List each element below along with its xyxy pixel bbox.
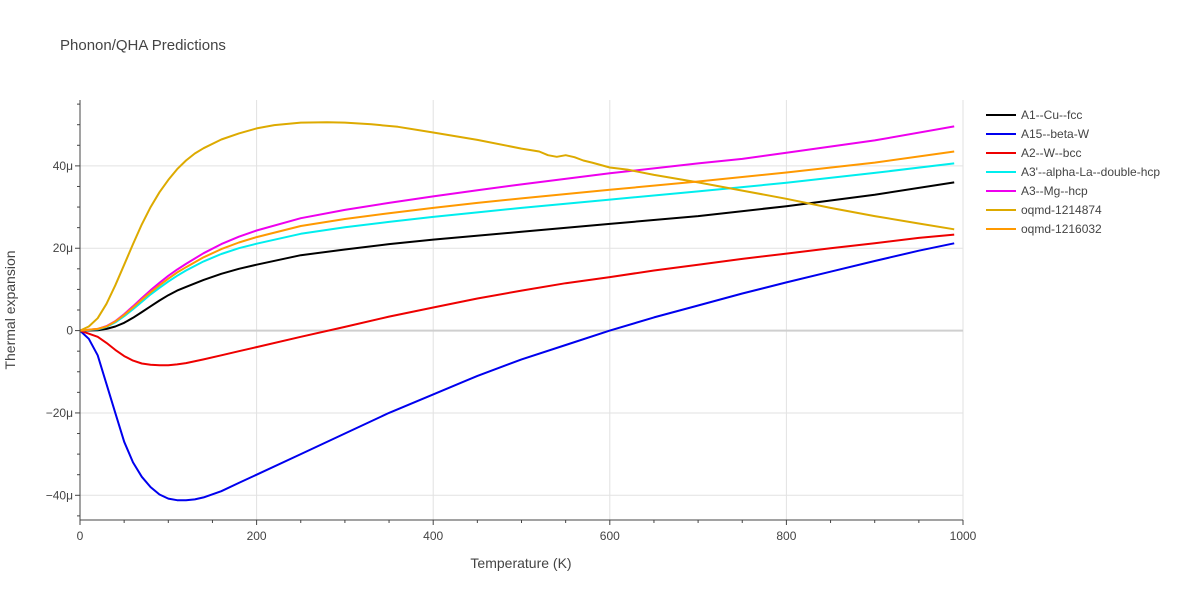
x-tick-label: 0 — [77, 529, 84, 543]
series-line-1[interactable] — [79, 242, 955, 502]
legend-label: A15--beta-W — [1021, 127, 1090, 141]
y-tick-label: 40μ — [53, 159, 73, 173]
series-group — [79, 121, 955, 502]
legend-item[interactable]: A1--Cu--fcc — [986, 108, 1082, 122]
x-axis-ticks: 0 200 400 600 800 1000 — [77, 529, 977, 543]
series-line-3[interactable] — [79, 162, 955, 332]
legend-label: oqmd-1216032 — [1021, 222, 1102, 236]
series-line-4[interactable] — [79, 125, 955, 332]
legend-item[interactable]: oqmd-1216032 — [986, 222, 1102, 236]
series-line-5[interactable] — [79, 121, 955, 332]
legend-label: A2--W--bcc — [1021, 146, 1081, 160]
x-tick-label: 800 — [776, 529, 796, 543]
legend-label: oqmd-1214874 — [1021, 203, 1102, 217]
legend-item[interactable]: A2--W--bcc — [986, 146, 1081, 160]
legend[interactable]: A1--Cu--fcc A15--beta-W A2--W--bcc A3'--alp… — [986, 108, 1160, 236]
grid-lines — [80, 100, 964, 520]
x-tick-label: 1000 — [950, 529, 977, 543]
x-tick-label: 600 — [600, 529, 620, 543]
legend-label: A1--Cu--fcc — [1021, 108, 1082, 122]
x-axis-title: Temperature (K) — [470, 555, 571, 571]
y-axis-ticks: −40μ −20μ 0 20μ 40μ — [46, 159, 74, 502]
series-line-0[interactable] — [79, 181, 955, 332]
x-tick-label: 400 — [423, 529, 443, 543]
y-axis-title: Thermal expansion — [2, 250, 18, 369]
series-line-2[interactable] — [79, 233, 955, 367]
y-tick-label: 0 — [66, 324, 73, 338]
x-tick-label: 200 — [247, 529, 267, 543]
y-tick-label: 20μ — [53, 241, 73, 255]
y-tick-label: −40μ — [46, 488, 73, 502]
legend-item[interactable]: A3'--alpha-La--double-hcp — [986, 165, 1160, 179]
chart-title: Phonon/QHA Predictions — [60, 37, 226, 54]
y-tick-label: −20μ — [46, 406, 73, 420]
legend-item[interactable]: A3--Mg--hcp — [986, 184, 1088, 198]
legend-item[interactable]: oqmd-1214874 — [986, 203, 1102, 217]
series-line-6[interactable] — [79, 150, 955, 332]
axes — [75, 100, 964, 525]
legend-item[interactable]: A15--beta-W — [986, 127, 1090, 141]
legend-label: A3--Mg--hcp — [1021, 184, 1088, 198]
legend-label: A3'--alpha-La--double-hcp — [1021, 165, 1160, 179]
